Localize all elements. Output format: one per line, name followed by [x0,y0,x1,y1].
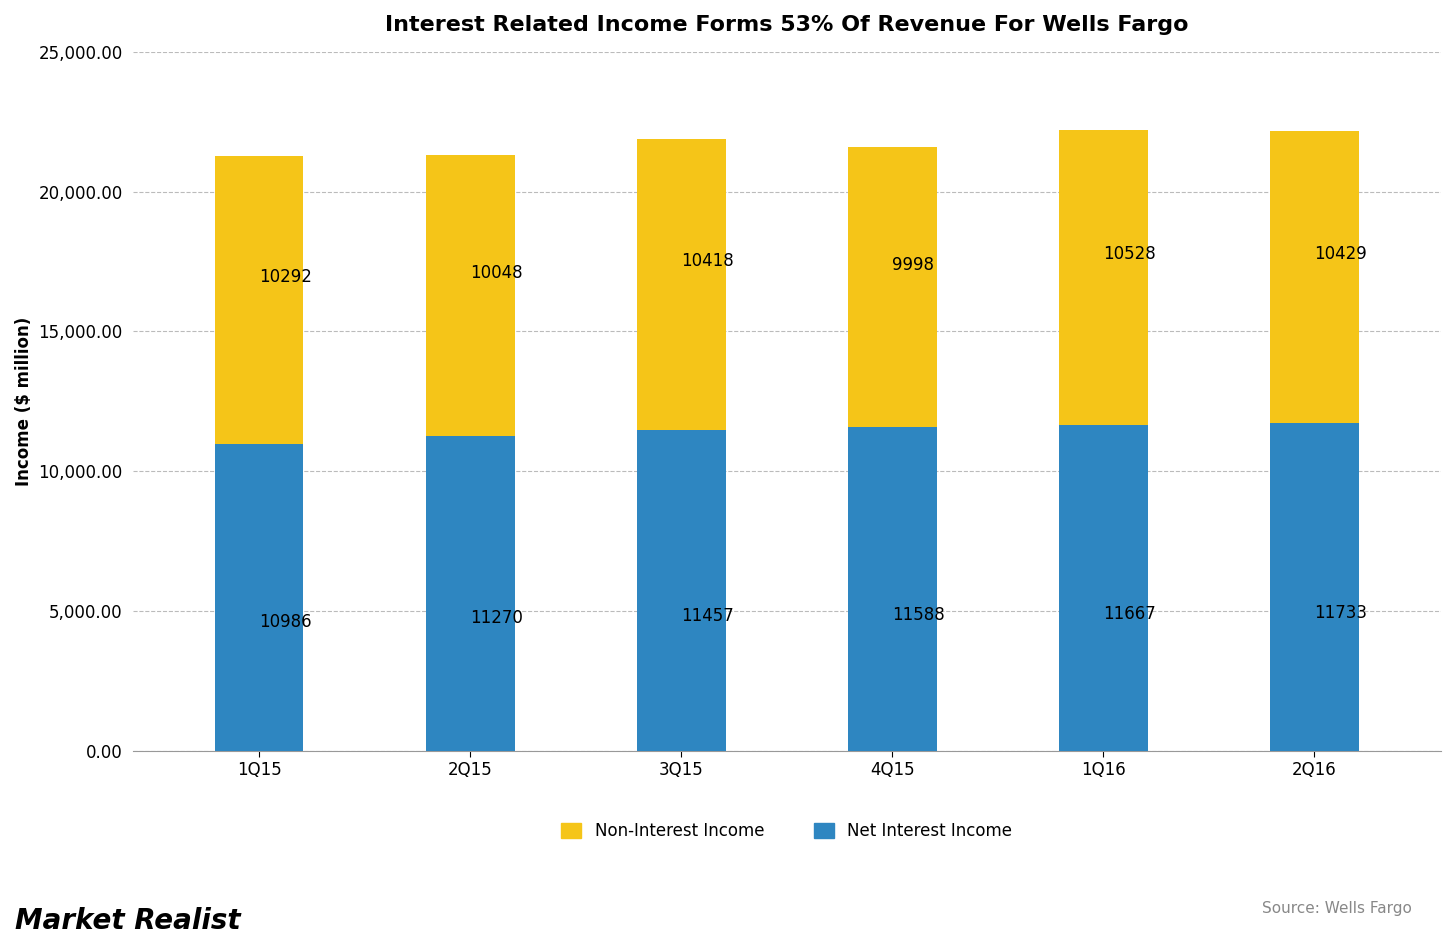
Text: 10528: 10528 [1104,244,1156,262]
Title: Interest Related Income Forms 53% Of Revenue For Wells Fargo: Interest Related Income Forms 53% Of Rev… [384,15,1188,35]
Bar [215,444,303,750]
Bar [636,430,725,750]
Bar [425,155,514,435]
Text: 11270: 11270 [470,609,523,628]
Bar [847,147,936,427]
Text: 11457: 11457 [681,607,734,625]
Text: Source: Wells Fargo: Source: Wells Fargo [1262,901,1412,916]
Text: 10986: 10986 [259,613,312,631]
Bar [1270,423,1358,750]
Bar [1059,425,1147,750]
Bar [636,139,725,430]
Text: 11667: 11667 [1104,605,1156,623]
Y-axis label: Income ($ million): Income ($ million) [15,316,33,486]
Text: Market Realist: Market Realist [15,906,240,935]
Text: 10048: 10048 [470,263,523,281]
Text: 10429: 10429 [1315,244,1367,262]
Bar [847,427,936,750]
Bar [425,435,514,750]
Bar [215,156,303,444]
Text: 10418: 10418 [681,252,734,271]
Text: 10292: 10292 [259,268,312,286]
Legend: Non-Interest Income, Net Interest Income: Non-Interest Income, Net Interest Income [561,822,1012,840]
Text: 11588: 11588 [893,605,945,624]
Text: 11733: 11733 [1315,604,1367,622]
Bar [1270,131,1358,423]
Bar [1059,130,1147,425]
Text: 9998: 9998 [893,256,935,274]
